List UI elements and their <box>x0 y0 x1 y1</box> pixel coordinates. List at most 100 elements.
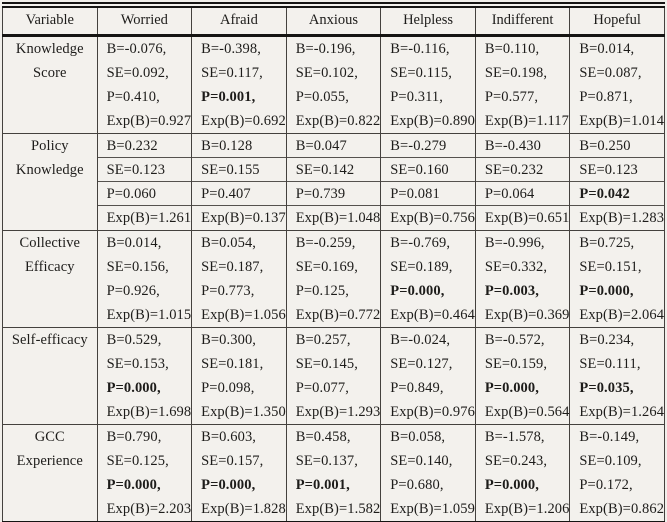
p-value: P=0.060 <box>98 182 191 206</box>
table-row: Policy Knowledge B=0.232 SE=0.123 P=0.060 Exp… <box>2 132 665 231</box>
p-value: P=0.035, <box>579 379 634 396</box>
se-value: SE=0.169, <box>295 258 358 275</box>
exp-b-value: Exp(B)=0.890 <box>390 112 475 129</box>
variable-label-line: Policy <box>30 137 69 154</box>
se-value: SE=0.142 <box>287 158 380 182</box>
variable-cell: Knowledge Score <box>2 34 98 134</box>
variable-label-line: Collective <box>19 234 81 251</box>
b-value: B=-0.769, <box>390 234 451 251</box>
b-value: B=-0.259, <box>295 234 356 251</box>
stat-cell: B=-0.196, SE=0.102, P=0.055, Exp(B)=0.822 <box>285 34 382 134</box>
table-row: GCC Experience B=0.790, SE=0.125, P=0.000, Ex… <box>2 423 665 522</box>
p-value: P=0.001, <box>295 476 350 493</box>
se-value: SE=0.156, <box>106 258 169 275</box>
header-row: Variable Worried Afraid Anxious Helpless Indi… <box>2 5 665 37</box>
b-value: B=0.300, <box>201 331 257 348</box>
stat-cell: B=-0.116, SE=0.115, P=0.311, Exp(B)=0.890 <box>380 34 476 134</box>
se-value: SE=0.243, <box>484 452 548 469</box>
exp-b-value: Exp(B)=1.828 <box>201 500 286 517</box>
b-value: B=-1.578, <box>484 428 545 445</box>
exp-b-value: Exp(B)=0.369 <box>484 306 570 323</box>
se-value: SE=0.151, <box>579 258 642 275</box>
stat-cell: B=0.234, SE=0.111, P=0.035, Exp(B)=1.264 <box>569 326 665 425</box>
b-value: B=-0.398, <box>201 40 261 57</box>
p-value: P=0.077, <box>295 379 349 396</box>
stat-cell: B=0.014, SE=0.087, P=0.871, Exp(B)=1.014 <box>569 34 665 134</box>
variable-cell: GCC Experience <box>2 423 98 522</box>
b-value: B=0.234, <box>579 331 635 348</box>
p-value: P=0.739 <box>287 182 380 206</box>
se-value: SE=0.145, <box>295 355 358 372</box>
column-header-afraid: Afraid <box>191 5 287 37</box>
exp-b-value: Exp(B)=1.264 <box>579 403 665 420</box>
exp-b-value: Exp(B)=0.692 <box>201 112 286 129</box>
b-value: B=0.790, <box>106 428 162 445</box>
stat-cell: B=-0.430 SE=0.232 P=0.064 Exp(B)=0.651 <box>474 132 571 231</box>
exp-b-value: Exp(B)=0.464 <box>390 306 475 323</box>
se-value: SE=0.157, <box>201 452 264 469</box>
se-value: SE=0.111, <box>579 355 641 372</box>
variable-cell: Collective Efficacy <box>2 229 98 328</box>
variable-label-line: Experience <box>16 452 83 469</box>
stat-cell: B=0.458, SE=0.137, P=0.001, Exp(B)=1.582 <box>285 423 382 522</box>
stat-cell: B=-1.578, SE=0.243, P=0.000, Exp(B)=1.206 <box>474 423 571 522</box>
exp-b-value: Exp(B)=1.059 <box>390 500 475 517</box>
variable-cell: Self-efficacy <box>2 326 98 425</box>
stat-cell: B=0.603, SE=0.157, P=0.000, Exp(B)=1.828 <box>191 423 287 522</box>
b-value: B=-0.196, <box>295 40 356 57</box>
se-value: SE=0.181, <box>201 355 264 372</box>
exp-b-value: Exp(B)=0.756 <box>390 209 475 226</box>
stat-cell: B=-0.279 SE=0.160 P=0.081 Exp(B)=0.756 <box>380 132 476 231</box>
se-value: SE=0.123 <box>570 158 664 182</box>
b-value: B=-0.430 <box>476 134 569 158</box>
p-value: P=0.000, <box>201 476 256 493</box>
exp-b-value: Exp(B)=0.976 <box>390 403 475 420</box>
stat-cell: B=-0.259, SE=0.169, P=0.125, Exp(B)=0.772 <box>285 229 382 328</box>
stat-cell: B=0.054, SE=0.187, P=0.773, Exp(B)=1.056 <box>191 229 287 328</box>
b-value: B=-0.279 <box>381 134 475 158</box>
se-value: SE=0.117, <box>201 64 263 81</box>
column-header-variable: Variable <box>2 5 98 37</box>
exp-b-value: Exp(B)=0.651 <box>484 209 570 226</box>
p-value: P=0.001, <box>201 88 256 105</box>
b-value: B=0.128 <box>192 134 286 158</box>
b-value: B=-0.024, <box>390 331 451 348</box>
b-value: B=0.232 <box>98 134 191 158</box>
se-value: SE=0.332, <box>484 258 548 275</box>
se-value: SE=0.160 <box>381 158 475 182</box>
p-value: P=0.000, <box>484 379 539 396</box>
table-row: Collective Efficacy B=0.014, SE=0.156, P=0.9… <box>2 229 665 328</box>
exp-b-value: Exp(B)=1.014 <box>579 112 665 129</box>
exp-b-value: Exp(B)=1.206 <box>484 500 570 517</box>
p-value: P=0.081 <box>381 182 475 206</box>
b-value: B=0.014, <box>106 234 162 251</box>
stat-cell: B=-0.996, SE=0.332, P=0.003, Exp(B)=0.369 <box>474 229 571 328</box>
exp-b-value: Exp(B)=1.350 <box>201 403 286 420</box>
se-value: SE=0.092, <box>106 64 169 81</box>
p-value: P=0.311, <box>390 88 444 105</box>
stat-cell: B=-0.572, SE=0.159, P=0.000, Exp(B)=0.564 <box>474 326 571 425</box>
variable-label-line: GCC <box>34 428 65 445</box>
exp-b-value: Exp(B)=0.927 <box>106 112 192 129</box>
stat-cell: B=-0.398, SE=0.117, P=0.001, Exp(B)=0.692 <box>191 34 287 134</box>
se-value: SE=0.140, <box>390 452 453 469</box>
p-value: P=0.000, <box>579 282 634 299</box>
variable-label-line: Score <box>33 64 67 81</box>
se-value: SE=0.189, <box>390 258 453 275</box>
se-value: SE=0.155 <box>192 158 286 182</box>
stat-cell: B=0.790, SE=0.125, P=0.000, Exp(B)=2.203 <box>96 423 193 522</box>
p-value: P=0.172, <box>579 476 633 493</box>
exp-b-value: Exp(B)=1.261 <box>106 209 192 226</box>
exp-b-value: Exp(B)=1.048 <box>295 209 381 226</box>
table-header: Variable Worried Afraid Anxious Helpless Indi… <box>2 5 665 37</box>
p-value: P=0.000, <box>106 476 161 493</box>
table-row: Self-efficacy B=0.529, SE=0.153, P=0.000, Ex… <box>2 326 665 425</box>
b-value: B=0.257, <box>295 331 351 348</box>
variable-cell: Policy Knowledge <box>2 132 98 231</box>
stat-cell: B=0.529, SE=0.153, P=0.000, Exp(B)=1.698 <box>96 326 193 425</box>
variable-label-line: Efficacy <box>24 258 75 275</box>
se-value: SE=0.087, <box>579 64 642 81</box>
exp-b-value: Exp(B)=1.015 <box>106 306 192 323</box>
p-value: P=0.680, <box>390 476 444 493</box>
